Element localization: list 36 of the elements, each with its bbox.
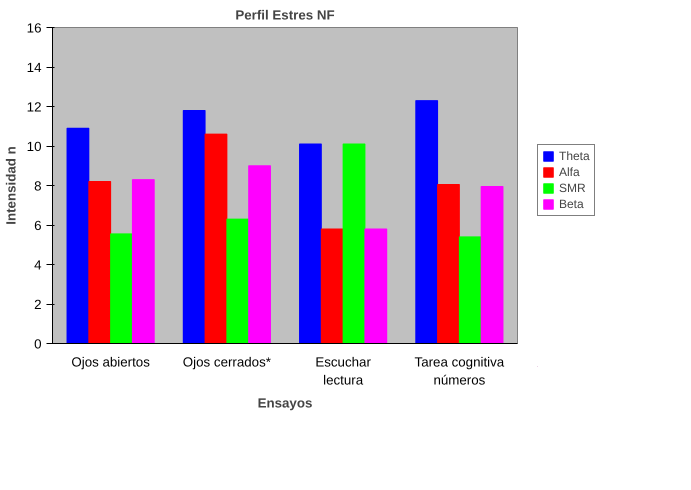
y-tick-label: 12 <box>26 100 42 114</box>
bar <box>132 179 155 344</box>
legend-label: Alfa <box>559 165 580 179</box>
y-tick-label: 6 <box>34 218 42 233</box>
bar <box>88 181 112 344</box>
x-axis-title: Ensayos <box>258 396 312 410</box>
bar <box>226 218 250 344</box>
x-tick-label: Ojos abiertos <box>71 354 150 370</box>
bar <box>110 233 133 344</box>
bar <box>182 110 206 344</box>
y-tick-label: 16 <box>26 20 42 36</box>
bar <box>248 165 271 344</box>
y-tick-label: 4 <box>34 258 42 272</box>
bar <box>299 144 322 344</box>
x-tick-label: Ojos cerrados* <box>182 354 271 370</box>
bar <box>364 228 388 344</box>
bar <box>66 128 90 344</box>
bar <box>437 184 460 344</box>
bar <box>415 100 438 344</box>
legend-label: SMR <box>559 181 586 195</box>
chart-title: Perfil Estres NF <box>235 8 335 22</box>
y-tick-label: 10 <box>26 139 42 154</box>
y-tick-label: 0 <box>34 336 42 352</box>
bar <box>342 144 366 344</box>
legend-label: Theta <box>559 149 590 163</box>
y-axis-title: Intensidad n <box>4 146 19 225</box>
bar <box>320 228 344 344</box>
y-tick-label: 14 <box>26 60 42 75</box>
bar <box>458 236 482 344</box>
x-tick-label: Escuchar lectura <box>315 354 372 388</box>
y-tick-label: 8 <box>34 178 42 194</box>
bar <box>204 134 228 344</box>
legend-label: Beta <box>559 197 584 211</box>
bar <box>480 186 504 344</box>
y-tick-label: 2 <box>34 297 42 312</box>
x-tick-label: Tarea cognitiva números <box>414 354 505 388</box>
